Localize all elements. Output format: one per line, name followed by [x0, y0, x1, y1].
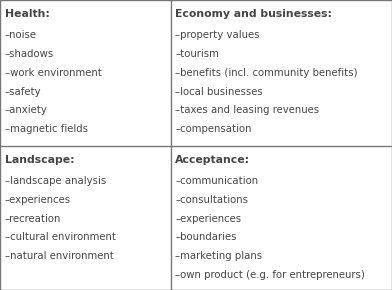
Text: –cultural environment: –cultural environment	[5, 233, 116, 242]
Text: –local businesses: –local businesses	[175, 86, 263, 97]
Text: –own product (e.g. for entrepreneurs): –own product (e.g. for entrepreneurs)	[175, 270, 365, 280]
Text: –tourism: –tourism	[175, 49, 219, 59]
Text: Acceptance:: Acceptance:	[175, 155, 250, 164]
Text: –compensation: –compensation	[175, 124, 252, 134]
Text: –property values: –property values	[175, 30, 260, 40]
Text: –magnetic fields: –magnetic fields	[5, 124, 88, 134]
Text: –landscape analysis: –landscape analysis	[5, 176, 106, 186]
Text: –communication: –communication	[175, 176, 258, 186]
Text: –recreation: –recreation	[5, 214, 61, 224]
Text: –benefits (incl. community benefits): –benefits (incl. community benefits)	[175, 68, 358, 78]
Text: –noise: –noise	[5, 30, 37, 40]
Text: –boundaries: –boundaries	[175, 233, 237, 242]
Text: Economy and businesses:: Economy and businesses:	[175, 9, 332, 19]
Text: –work environment: –work environment	[5, 68, 102, 78]
Text: –experiences: –experiences	[5, 195, 71, 205]
Text: –shadows: –shadows	[5, 49, 54, 59]
Text: –marketing plans: –marketing plans	[175, 251, 262, 261]
Text: –taxes and leasing revenues: –taxes and leasing revenues	[175, 105, 319, 115]
Text: –natural environment: –natural environment	[5, 251, 114, 261]
Text: Health:: Health:	[5, 9, 49, 19]
Text: –experiences: –experiences	[175, 214, 241, 224]
Text: –consultations: –consultations	[175, 195, 248, 205]
Text: –anxiety: –anxiety	[5, 105, 47, 115]
Text: Landscape:: Landscape:	[5, 155, 74, 164]
Text: –safety: –safety	[5, 86, 41, 97]
